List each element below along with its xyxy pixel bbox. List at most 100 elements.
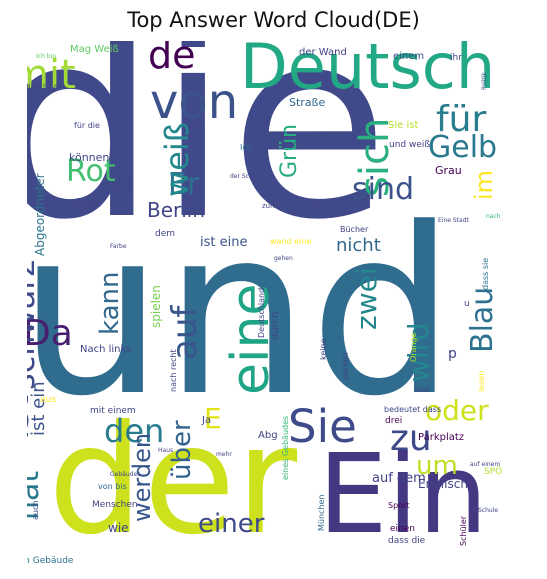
word-98: Gebäudes — [110, 471, 140, 478]
word-83: parken — [341, 352, 350, 380]
word-89: für die — [74, 121, 100, 130]
word-15: sind — [352, 172, 414, 207]
word-51: Sie ist — [388, 120, 418, 131]
word-68: drei — [385, 416, 402, 426]
word-32: einer — [198, 509, 265, 539]
word-92: Ich bin — [36, 53, 56, 60]
word-97: grün — [190, 123, 204, 130]
word-100: mehr — [216, 451, 232, 458]
word-60: wie — [108, 521, 129, 535]
word-21: kann — [95, 272, 125, 336]
word-16: Rot — [66, 154, 116, 189]
word-103: gehen — [274, 255, 293, 262]
word-102: auf einem — [470, 461, 500, 468]
word-88: zum — [262, 202, 277, 210]
word-14: Gelb — [428, 130, 497, 165]
word-99: Politik — [481, 72, 488, 90]
word-85: p — [448, 346, 457, 362]
word-2: der — [48, 394, 298, 568]
word-1: und — [27, 180, 456, 447]
cloud-background — [27, 41, 520, 571]
word-72: Sport — [388, 501, 409, 510]
word-66: bedeutet dass — [384, 405, 441, 414]
word-87: nach recht — [169, 349, 178, 392]
word-69: einen — [390, 524, 415, 534]
word-65: Deutschland — [257, 288, 266, 338]
word-26: oder — [425, 394, 489, 427]
word-42: spielen — [149, 285, 163, 328]
word-106: nach — [486, 213, 501, 220]
word-41: auf dem — [372, 471, 426, 486]
word-94: Nach Hause — [27, 83, 62, 90]
word-31: werden — [128, 433, 156, 522]
word-43: Auto — [74, 196, 102, 210]
word-55: Ja — [201, 415, 211, 426]
word-59: Menschen — [92, 500, 138, 510]
word-45: Grau — [435, 164, 462, 177]
word-104: Stadt — [414, 387, 431, 394]
word-71: Schüler — [459, 515, 468, 546]
word-17: Er — [168, 167, 200, 202]
word-78: auch — [31, 501, 40, 520]
word-7: Sie — [288, 400, 357, 453]
word-29: E — [204, 402, 222, 435]
word-84: keine — [319, 338, 328, 360]
word-9: sich — [352, 118, 398, 197]
word-82: lesen — [477, 371, 486, 392]
word-28: hat — [27, 471, 46, 520]
word-18: weiß — [158, 122, 196, 197]
word-27: den — [104, 412, 164, 450]
word-62: dem — [155, 229, 175, 239]
word-25: zu — [390, 418, 432, 459]
word-64: eines Gebäudes — [281, 416, 290, 480]
word-95: der Schule — [230, 173, 262, 180]
word-91: u — [464, 299, 470, 309]
chart-title: Top Answer Word Cloud(DE) — [127, 8, 420, 32]
word-8: mit — [27, 52, 76, 98]
word-86: ihr — [450, 53, 462, 63]
word-34: im — [470, 170, 498, 200]
word-13: für — [436, 99, 486, 140]
word-40: Englisch — [418, 477, 468, 491]
word-67: SPÖ — [484, 466, 502, 477]
word-37: nicht — [336, 235, 381, 256]
word-96: Villeicht — [106, 182, 130, 189]
word-4: Deutsch — [240, 41, 495, 103]
word-11: ist — [27, 395, 37, 440]
word-49: einem — [393, 51, 424, 62]
word-56: Nach links — [80, 344, 132, 355]
word-46: Straße — [289, 96, 325, 109]
word-38: ist ein — [28, 381, 49, 436]
word-0: die — [27, 41, 389, 277]
word-90: wand eine — [270, 237, 311, 246]
word-48: Mag Weiß — [70, 44, 119, 55]
word-19: schwarz — [27, 260, 42, 390]
word-6: eine — [221, 284, 281, 395]
word-35: Grün — [277, 124, 302, 178]
word-44: können — [69, 151, 109, 164]
word-24: wird — [402, 323, 435, 382]
word-61: aus — [40, 395, 56, 405]
word-80: München — [317, 494, 326, 531]
word-54: Abg — [258, 430, 278, 441]
word-77: durch — [270, 312, 281, 340]
word-39: ist eine — [200, 235, 247, 250]
word-20: auf — [165, 305, 205, 360]
word-73: Musik — [314, 203, 337, 212]
word-79: von bis — [98, 482, 127, 491]
word-53: mit einem — [90, 406, 136, 416]
word-33: um — [416, 451, 458, 481]
word-22: zwei — [350, 267, 383, 330]
word-10: de — [148, 41, 196, 77]
word-70: dass die — [388, 536, 426, 546]
word-74: Bücher — [340, 225, 369, 234]
word-5: von — [150, 74, 238, 130]
word-101: Haus — [158, 447, 173, 454]
word-36: Berlin — [147, 198, 205, 222]
word-52: und weiß — [389, 140, 430, 150]
word-30: über — [167, 420, 197, 480]
word-58: dass sie — [481, 258, 490, 290]
word-50: Abgeordneter — [33, 173, 47, 256]
